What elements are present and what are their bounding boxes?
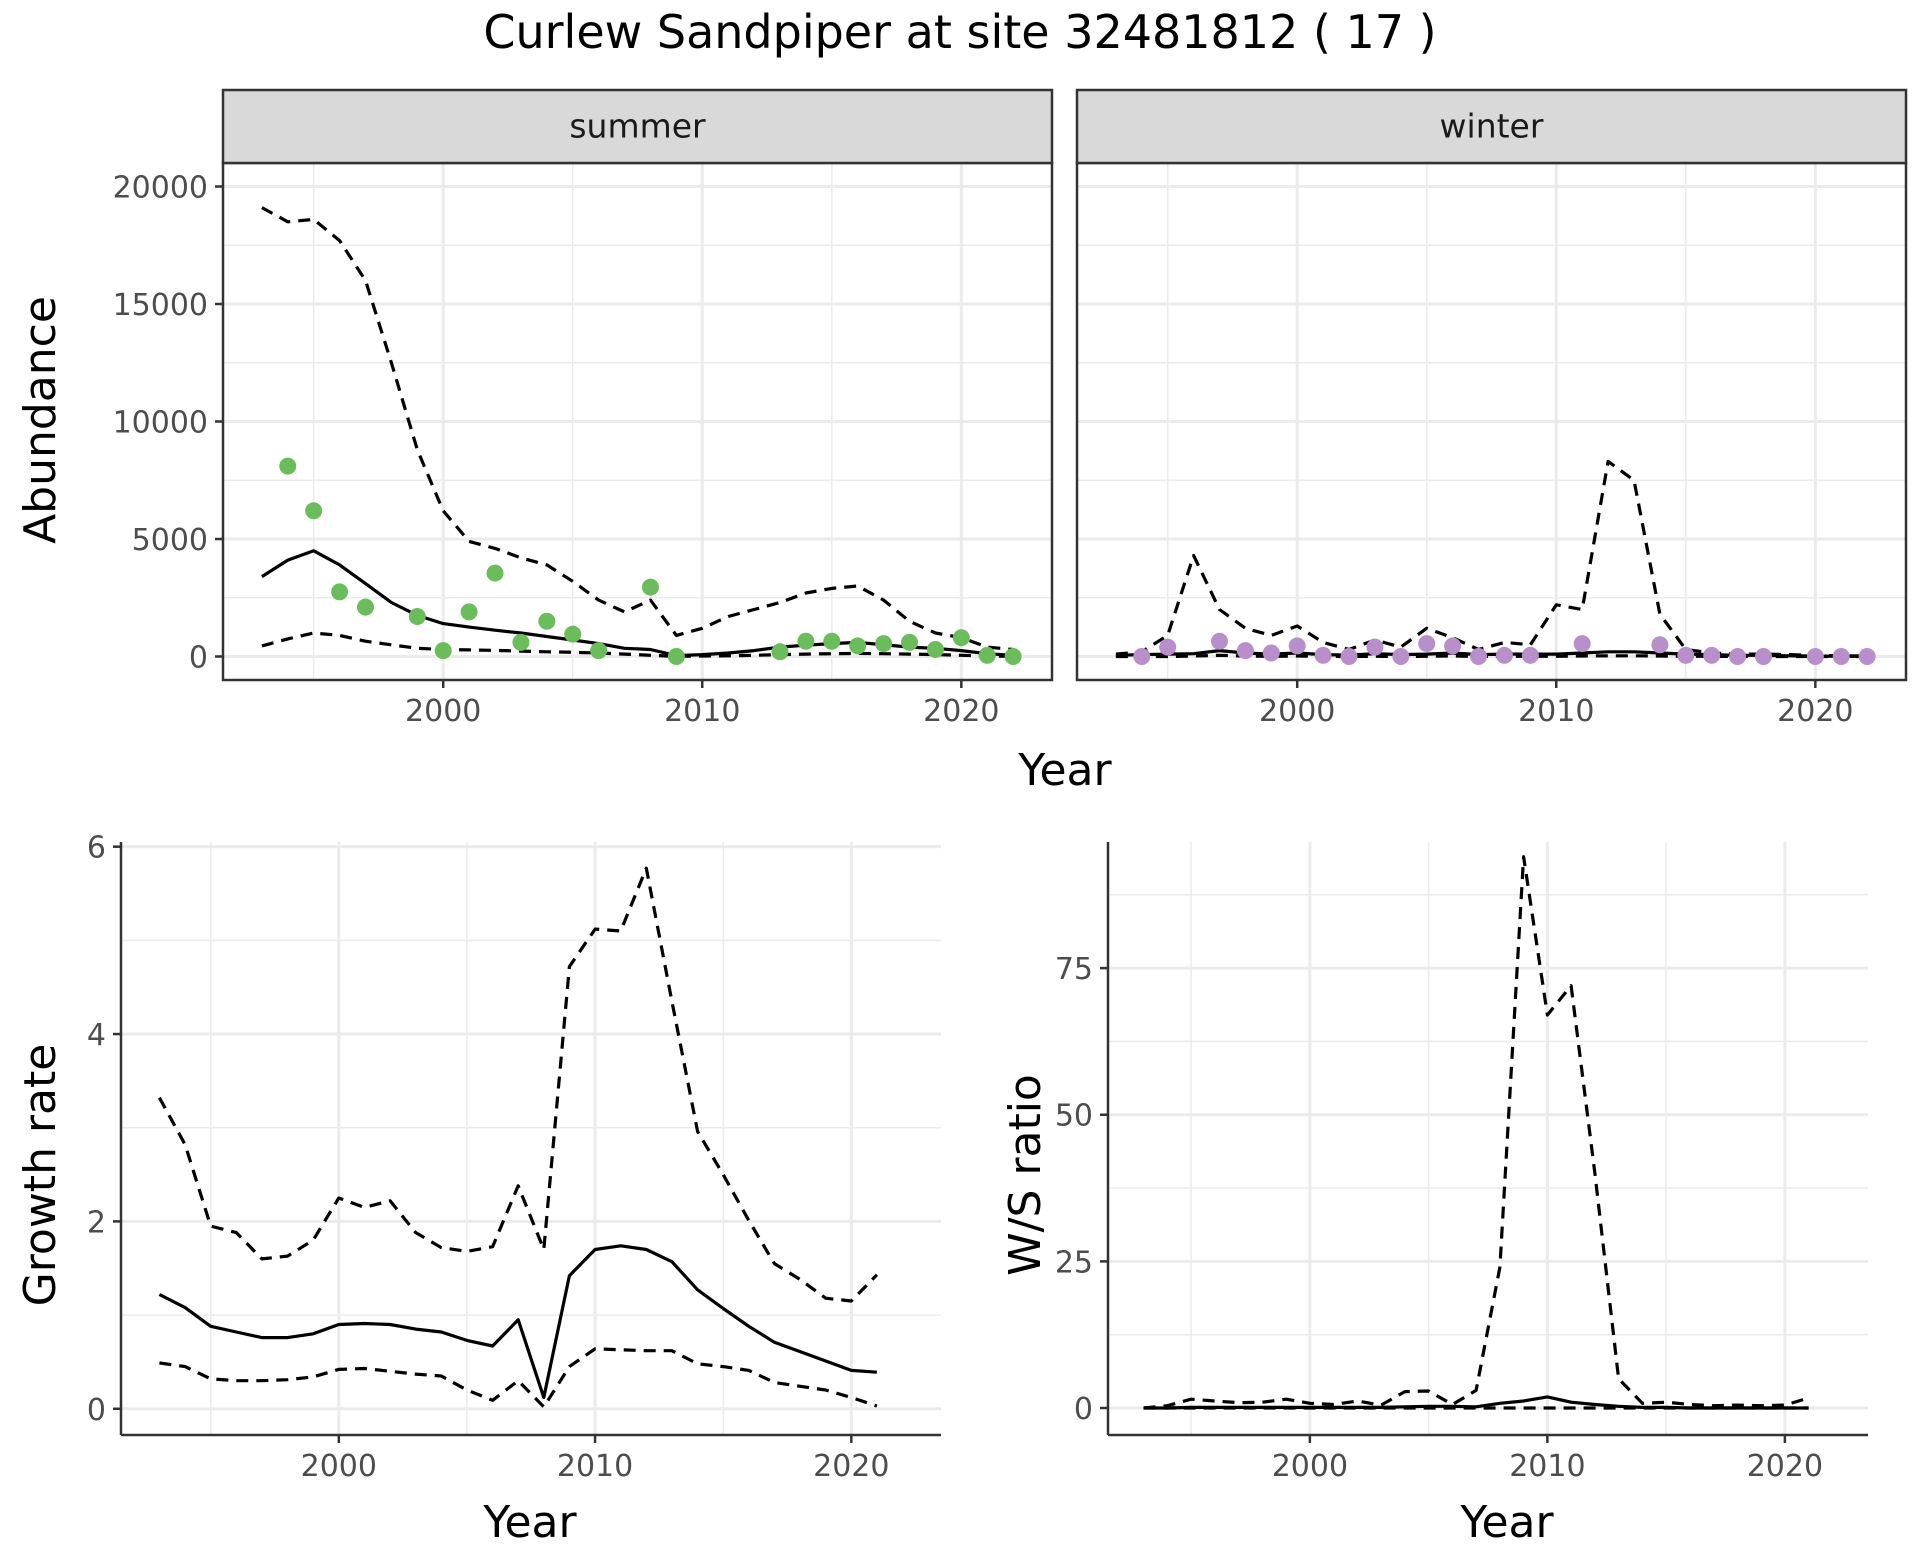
winter-data-point [1703, 646, 1721, 664]
growth-x-tick-label: 2000 [301, 1449, 377, 1484]
summer-y-tick-label: 5000 [132, 523, 208, 558]
growth-estimate-line [158, 1244, 878, 1400]
summer-x-tick-label: 2020 [923, 694, 999, 729]
ratio-y-tick-label: 25 [1055, 1245, 1093, 1280]
growth-x-axis-title: Year [482, 1497, 577, 1548]
summer-data-point [901, 633, 919, 651]
summer-data-point [434, 642, 452, 660]
winter-data-point [1729, 648, 1747, 665]
growth-y-tick-label: 6 [87, 831, 106, 866]
summer-data-point [849, 637, 867, 655]
summer-ci-line-2 [261, 631, 1014, 658]
summer-data-point [564, 625, 582, 643]
summer-data-point [771, 643, 789, 661]
summer-data-point [823, 632, 841, 650]
winter-data-point [1236, 642, 1254, 660]
winter-data-point [1314, 646, 1332, 664]
summer-data-point [305, 502, 323, 520]
summer-data-point [279, 457, 297, 475]
growth-y-tick-label: 4 [87, 1018, 106, 1053]
winter-data-point [1495, 646, 1513, 664]
summer-y-tick-label: 15000 [113, 288, 208, 323]
winter-data-point [1288, 637, 1306, 655]
winter-data-point [1366, 638, 1384, 656]
summer-data-point [952, 629, 970, 647]
panel-growth: 2000 2010 2020 0 2 4 6 [87, 831, 941, 1484]
ratio-x-axis-title: Year [1459, 1497, 1554, 1548]
summer-strip-label: summer [569, 107, 706, 146]
summer-data-point [797, 632, 815, 650]
summer-data-point [590, 642, 608, 660]
winter-data-point [1521, 646, 1539, 664]
ratio-x-tick-label: 2010 [1509, 1449, 1585, 1484]
growth-y-tick-label: 2 [87, 1205, 106, 1240]
summer-data-point [926, 640, 944, 658]
summer-data-point [1004, 648, 1022, 665]
summer-data-point [875, 635, 893, 653]
winter-data-point [1340, 648, 1358, 665]
summer-data-point [331, 583, 349, 601]
growth-x-tick-label: 2020 [813, 1449, 889, 1484]
growth-ci-line-2 [159, 1347, 878, 1409]
winter-data-point [1470, 648, 1488, 665]
panel-winter: winter 2000 2010 2020 [1075, 88, 1908, 729]
abundance-y-axis-title: Abundance [15, 296, 66, 544]
winter-data-point [1210, 632, 1228, 650]
winter-x-tick-label: 2000 [1259, 694, 1335, 729]
summer-x-tick-label: 2010 [664, 694, 740, 729]
winter-data-point [1573, 635, 1591, 653]
winter-data-point [1755, 648, 1773, 665]
summer-data-point [356, 598, 374, 616]
winter-data-point [1262, 644, 1280, 662]
summer-data-point [512, 633, 530, 651]
ratio-plot-area [1108, 842, 1868, 1435]
winter-data-point [1418, 635, 1436, 653]
winter-data-point [1392, 648, 1410, 665]
growth-y-axis-title: Growth rate [15, 1044, 66, 1307]
summer-data-point [978, 646, 996, 664]
summer-data-point [486, 564, 504, 582]
winter-x-tick-label: 2020 [1777, 694, 1853, 729]
panel-ratio: 2000 2010 2020 0 25 50 75 [1055, 842, 1868, 1484]
summer-y-tick-label: 0 [189, 641, 208, 676]
ratio-y-tick-label: 75 [1055, 952, 1093, 987]
summer-x-tick-label: 2000 [405, 694, 481, 729]
winter-data-point [1677, 646, 1695, 664]
summer-data-point [538, 612, 556, 630]
summer-strip [221, 88, 1054, 165]
ratio-y-tick-label: 50 [1055, 1099, 1093, 1134]
figure-title: Curlew Sandpiper at site 32481812 ( 17 ) [483, 5, 1436, 59]
ratio-x-tick-label: 2020 [1747, 1449, 1823, 1484]
winter-ci-line-1 [1115, 459, 1868, 658]
winter-data-point [1651, 636, 1669, 654]
ratio-y-tick-label: 0 [1074, 1392, 1093, 1427]
winter-data-point [1858, 648, 1876, 665]
winter-data-point [1133, 648, 1151, 665]
summer-data-point [641, 578, 659, 596]
ratio-x-tick-label: 2000 [1272, 1449, 1348, 1484]
top-x-axis-title: Year [1017, 745, 1112, 796]
summer-data-point [408, 608, 426, 626]
ratio-y-axis-title: W/S ratio [1000, 1074, 1051, 1276]
growth-x-tick-label: 2010 [557, 1449, 633, 1484]
summer-ci-line-1 [261, 206, 1014, 652]
summer-y-tick-label: 10000 [113, 406, 208, 441]
summer-data-point [460, 603, 478, 621]
winter-x-tick-label: 2010 [1518, 694, 1594, 729]
winter-data-point [1444, 637, 1462, 655]
winter-data-point [1159, 638, 1177, 656]
ratio-ci-line-1 [1143, 855, 1810, 1410]
summer-data-point [667, 648, 685, 665]
growth-y-tick-label: 0 [87, 1393, 106, 1428]
winter-data-point [1806, 648, 1824, 665]
growth-ci-line-1 [157, 866, 879, 1303]
winter-data-point [1832, 648, 1850, 665]
winter-strip [1075, 88, 1908, 165]
panel-summer: summer 2000 2010 2020 0 5000 10000 15000 20000 [113, 88, 1054, 729]
growth-plot-area [121, 842, 941, 1435]
summer-y-tick-label: 20000 [113, 171, 208, 206]
winter-strip-label: winter [1440, 107, 1544, 146]
